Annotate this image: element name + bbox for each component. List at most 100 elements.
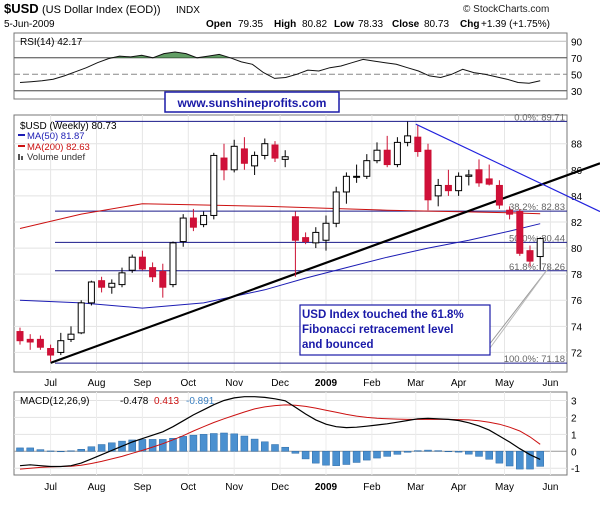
macd-histogram-bar <box>403 451 412 453</box>
macd-histogram-bar <box>261 441 269 452</box>
macd-x-tick-label: Jun <box>542 482 558 493</box>
macd-histogram-bar <box>189 434 198 452</box>
candle-body <box>261 143 269 156</box>
candle-body <box>536 238 544 258</box>
candle-body <box>16 331 24 342</box>
candle-body <box>210 154 218 216</box>
candle-body <box>424 149 432 201</box>
candle-body <box>271 144 279 159</box>
rsi-tick-label: 70 <box>571 54 583 65</box>
macd-hist-legend: -0.891 <box>186 396 215 407</box>
macd-histogram-bar <box>444 451 453 453</box>
moving-averages <box>19 203 541 309</box>
price-x-tick-label: Jul <box>44 378 57 389</box>
macd-x-tick-label: Aug <box>88 482 106 493</box>
candle-body <box>149 267 157 278</box>
price-tick-label: 80 <box>571 244 583 255</box>
fib-level-label: 0.0%: 89.71 <box>514 112 565 123</box>
macd-panel: -1 0 1 2 3 MACD(12,26,9) -0.478 0.413 -0.891… <box>13 391 580 493</box>
macd-histogram-bar <box>465 451 473 455</box>
fib-level-label: 38.2%: 82.83 <box>509 202 565 213</box>
candle-body <box>281 156 289 160</box>
macd-x-tick-label: Jul <box>44 482 57 493</box>
macd-histogram-bar <box>505 451 514 467</box>
price-legend: MA(50) 81.87 MA(200) 82.63 Volume undef <box>18 131 90 163</box>
candle-body <box>373 149 381 162</box>
macd-histogram-bar <box>199 434 208 452</box>
macd-histogram-bar <box>434 450 442 452</box>
candle-body <box>179 217 187 243</box>
macd-histogram-bar <box>220 432 228 452</box>
candle-body <box>230 145 238 171</box>
candle-body <box>444 184 452 192</box>
price-x-tick-label: Apr <box>451 378 467 389</box>
candle-body <box>455 175 463 192</box>
macd-histogram-bar <box>516 451 524 470</box>
resistance-trendline <box>415 123 600 213</box>
macd-histogram-bar <box>414 450 422 452</box>
candle-body <box>138 256 146 270</box>
macd-histogram-bar <box>97 444 106 452</box>
macd-grid: -1 0 1 2 3 <box>14 392 580 475</box>
symbol: $USD <box>4 1 39 16</box>
macd-x-tick-label: Apr <box>451 482 467 493</box>
date: 5-Jun-2009 <box>4 19 55 30</box>
macd-x-axis: Jul Aug Sep Oct Nov Dec 2009 Feb Mar Apr May Jun <box>44 482 558 493</box>
macd-histogram-bar <box>169 437 177 452</box>
candle-body <box>87 281 95 304</box>
price-title: $USD (Weekly) 80.73 <box>20 121 117 132</box>
candle-body <box>36 338 44 348</box>
copyright: © StockCharts.com <box>463 4 549 15</box>
rsi-legend: RSI(14) 42.17 <box>20 37 83 48</box>
candle-body <box>526 250 534 262</box>
macd-histogram-bar <box>526 451 534 470</box>
price-tick-label: 84 <box>571 192 583 203</box>
macd-histogram-bar <box>475 451 483 457</box>
macd-tick-label: 0 <box>571 447 577 458</box>
macd-histogram-bar <box>128 439 136 452</box>
chg-value: +1.39 (+1.75%) <box>481 19 550 30</box>
price-x-tick-label: Aug <box>88 378 106 389</box>
macd-tick-label: 1 <box>571 430 577 441</box>
candle-body <box>159 271 167 288</box>
rsi-tick-label: 30 <box>571 87 583 98</box>
macd-tick-label: -1 <box>571 464 580 475</box>
macd-histogram-bar <box>322 451 330 466</box>
rsi-frame <box>13 32 568 100</box>
candle-body <box>353 175 361 178</box>
macd-histogram-bar <box>312 451 320 464</box>
candle-body <box>77 302 85 334</box>
chart-header: $USD (US Dollar Index (EOD)) INDX © Stoc… <box>4 1 550 30</box>
macd-histogram-bar <box>373 451 381 459</box>
macd-legend: MACD(12,26,9) -0.478 0.413 -0.891 <box>20 396 215 407</box>
high-label: High <box>274 19 296 30</box>
close-value: 80.73 <box>424 19 449 30</box>
price-tick-label: 88 <box>571 140 583 151</box>
candle-body <box>291 216 299 241</box>
support-trendline <box>50 162 600 364</box>
candle-body <box>485 178 493 185</box>
candle-body <box>495 184 503 206</box>
watermark-box: www.sunshineprofits.com <box>164 91 340 113</box>
price-tick-label: 74 <box>571 322 583 333</box>
macd-histogram-bar <box>281 446 289 452</box>
price-tick-label: 72 <box>571 348 583 359</box>
price-x-tick-label: Mar <box>407 378 425 389</box>
instrument-name: (US Dollar Index (EOD)) <box>42 4 161 16</box>
rsi-tick-label: 50 <box>571 70 583 81</box>
macd-histogram-bar <box>383 451 391 457</box>
macd-histogram-bar <box>342 451 351 465</box>
candle-body <box>302 237 310 243</box>
price-tick-label: 78 <box>571 270 583 281</box>
macd-histogram-bar <box>77 449 85 452</box>
price-x-tick-label: 2009 <box>315 378 338 389</box>
macd-histogram-bar <box>485 451 493 460</box>
candle-body <box>98 280 106 288</box>
candle-body <box>57 340 65 353</box>
macd-histogram-bar <box>148 439 157 452</box>
callout-line-1: USD Index touched the 61.8% <box>302 309 464 321</box>
macd-x-tick-label: Dec <box>271 482 289 493</box>
macd-histogram-bar <box>179 436 187 452</box>
open-label: Open <box>206 19 232 30</box>
